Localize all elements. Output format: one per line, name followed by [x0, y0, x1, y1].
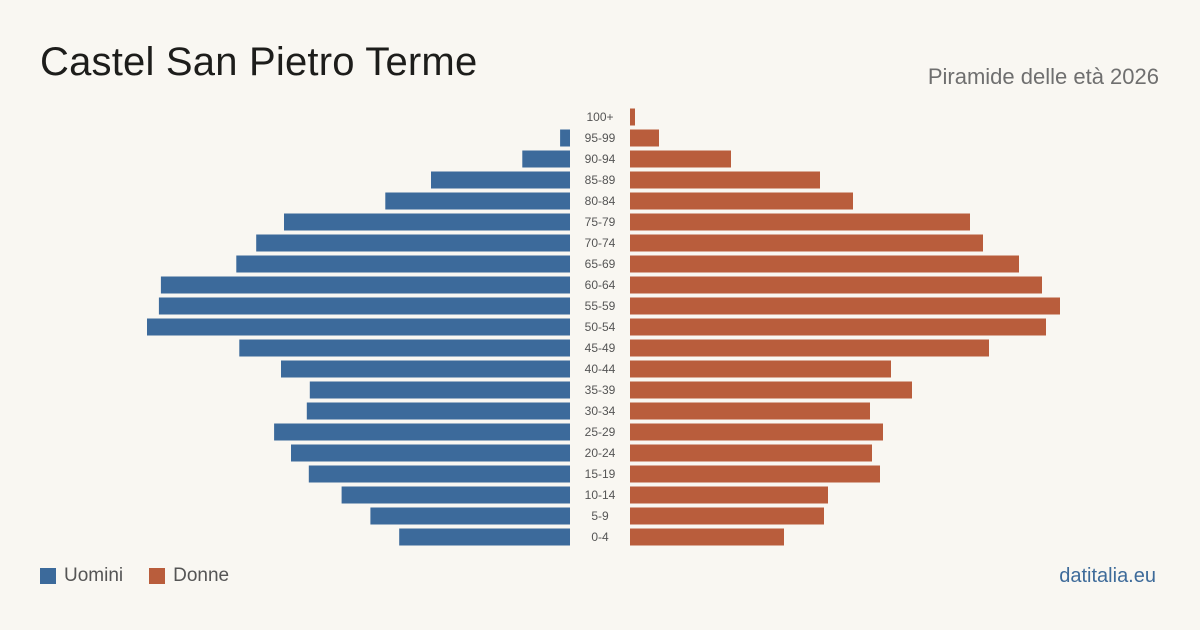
age-label-5-9: 5-9 [591, 509, 609, 523]
age-label-20-24: 20-24 [585, 446, 616, 460]
bar-men-65-69 [236, 255, 571, 273]
age-label-55-59: 55-59 [585, 299, 616, 313]
age-label-45-49: 45-49 [585, 341, 616, 355]
chart-subtitle: Piramide delle età 2026 [927, 64, 1159, 89]
bar-men-85-89 [431, 171, 570, 189]
bar-women-80-84 [630, 192, 853, 210]
bar-women-35-39 [630, 381, 912, 399]
legend-label-men: Uomini [64, 565, 124, 586]
legend-swatch-men [40, 568, 56, 584]
bar-men-5-9 [370, 507, 570, 525]
bar-men-40-44 [281, 360, 570, 378]
bar-men-25-29 [274, 423, 570, 441]
age-label-60-64: 60-64 [585, 278, 616, 292]
bar-women-100+ [630, 108, 635, 126]
age-label-10-14: 10-14 [585, 488, 616, 502]
age-label-30-34: 30-34 [585, 404, 616, 418]
bar-men-90-94 [522, 150, 570, 168]
bar-men-10-14 [341, 486, 570, 504]
bar-men-0-4 [399, 528, 570, 546]
bar-men-35-39 [309, 381, 570, 399]
bar-women-45-49 [630, 339, 989, 357]
brand-link[interactable]: datitalia.eu [1059, 565, 1156, 587]
bar-women-25-29 [630, 423, 883, 441]
bar-men-80-84 [385, 192, 570, 210]
bar-women-5-9 [630, 507, 824, 525]
legend-item-men: Uomini [40, 565, 123, 587]
bar-women-40-44 [630, 360, 891, 378]
age-label-95-99: 95-99 [585, 131, 616, 145]
bar-women-90-94 [630, 150, 731, 168]
bar-men-45-49 [239, 339, 571, 357]
age-label-35-39: 35-39 [585, 383, 616, 397]
bar-women-75-79 [630, 213, 970, 231]
bar-men-75-79 [284, 213, 570, 231]
bar-women-55-59 [630, 297, 1060, 315]
age-label-65-69: 65-69 [585, 257, 616, 271]
age-label-50-54: 50-54 [585, 320, 616, 334]
bar-men-50-54 [147, 318, 570, 336]
age-label-75-79: 75-79 [585, 215, 616, 229]
bar-women-95-99 [630, 129, 659, 147]
bar-men-15-19 [308, 465, 570, 483]
bar-women-65-69 [630, 255, 1019, 273]
bar-women-60-64 [630, 276, 1042, 294]
bar-men-30-34 [306, 402, 570, 420]
bar-women-20-24 [630, 444, 872, 462]
age-label-15-19: 15-19 [585, 467, 616, 481]
bar-women-0-4 [630, 528, 784, 546]
bar-men-60-64 [160, 276, 570, 294]
bar-men-55-59 [158, 297, 570, 315]
legend-swatch-women [149, 568, 166, 584]
age-label-85-89: 85-89 [585, 173, 616, 187]
bar-men-20-24 [291, 444, 570, 462]
bar-men-70-74 [256, 234, 570, 252]
page-title: Castel San Pietro Terme [40, 40, 478, 84]
legend-item-women: Donne [149, 565, 229, 587]
age-label-25-29: 25-29 [585, 425, 616, 439]
age-label-80-84: 80-84 [585, 194, 616, 208]
bar-women-70-74 [630, 234, 983, 252]
age-label-70-74: 70-74 [585, 236, 616, 250]
age-label-90-94: 90-94 [585, 152, 616, 166]
bar-women-10-14 [630, 486, 828, 504]
bar-women-15-19 [630, 465, 880, 483]
legend-label-women: Donne [173, 565, 230, 586]
age-label-40-44: 40-44 [585, 362, 616, 376]
bar-men-95-99 [560, 129, 570, 147]
age-label-0-4: 0-4 [591, 530, 609, 544]
bar-women-50-54 [630, 318, 1046, 336]
legend: Uomini Donne [40, 565, 229, 587]
bar-women-85-89 [630, 171, 820, 189]
bar-women-30-34 [630, 402, 870, 420]
age-label-100+: 100+ [586, 110, 613, 124]
